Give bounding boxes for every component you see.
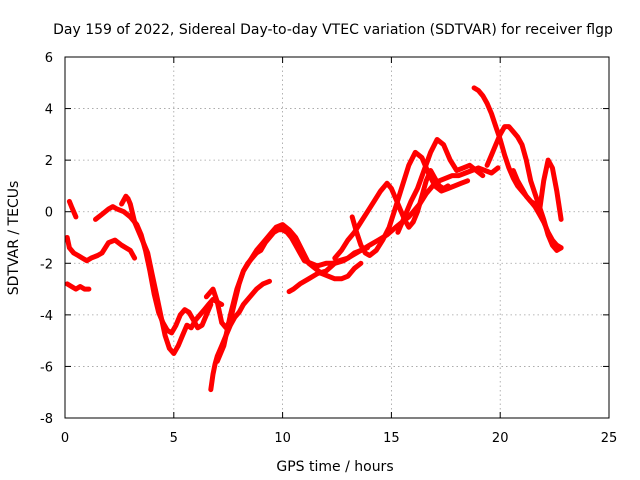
x-tick-label: 15 bbox=[383, 431, 400, 446]
y-axis-label: SDTVAR / TECUs bbox=[6, 181, 22, 296]
plot-frame bbox=[64, 56, 610, 419]
y-tick-label: 6 bbox=[45, 51, 53, 66]
data-series-arc-12 bbox=[395, 137, 486, 235]
y-tick-label: -8 bbox=[40, 412, 53, 427]
x-tick-label: 5 bbox=[170, 431, 178, 446]
x-tick-label: 25 bbox=[601, 431, 618, 446]
y-tick-label: -4 bbox=[40, 309, 53, 324]
y-tick-label: 2 bbox=[45, 154, 53, 169]
x-tick-label: 10 bbox=[274, 431, 291, 446]
y-tick-label: -6 bbox=[40, 360, 53, 375]
y-tick-label: 0 bbox=[45, 206, 53, 221]
data-series-arc-5 bbox=[119, 193, 225, 356]
x-tick-label: 0 bbox=[61, 431, 69, 446]
data-series-arc-8 bbox=[214, 222, 364, 364]
chart-title: Day 159 of 2022, Sidereal Day-to-day VTE… bbox=[53, 22, 613, 38]
data-series-arc-9 bbox=[286, 165, 501, 295]
data-series-arc-15 bbox=[510, 157, 564, 222]
data-series-arc-6 bbox=[208, 278, 272, 393]
data-series bbox=[64, 85, 564, 393]
data-series-arc-11 bbox=[349, 149, 471, 258]
data-series-arc-10 bbox=[332, 168, 451, 261]
grid bbox=[65, 57, 609, 418]
y-tick-label: 4 bbox=[45, 103, 53, 118]
data-series-arc-3 bbox=[64, 281, 92, 292]
x-axis-label: GPS time / hours bbox=[276, 459, 393, 475]
y-tick-label: -2 bbox=[40, 257, 53, 272]
data-series-arc-1 bbox=[66, 198, 79, 220]
data-series-arc-2 bbox=[64, 235, 138, 264]
data-series-arc-14 bbox=[484, 124, 564, 253]
x-tick-label: 20 bbox=[492, 431, 509, 446]
